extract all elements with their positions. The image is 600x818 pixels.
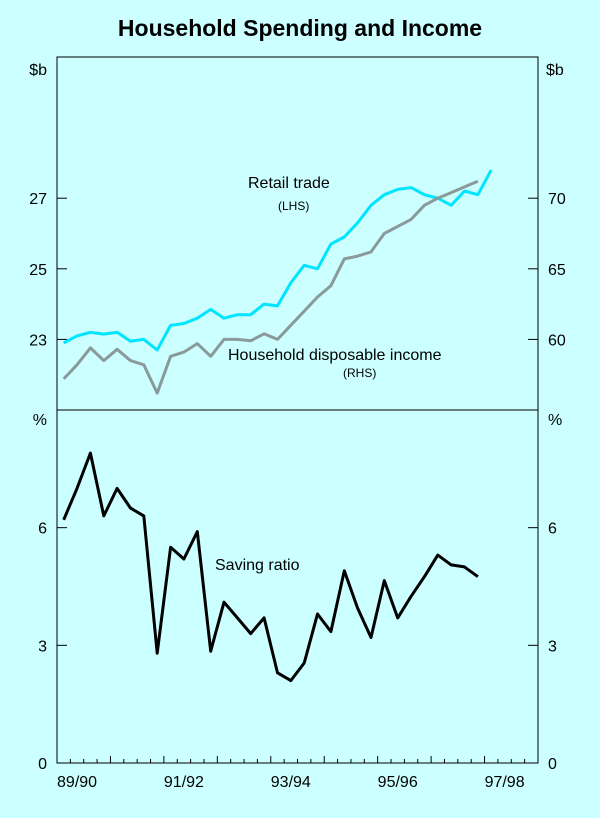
top-right-tick-label: 70 [548,191,566,208]
household-income-label: Household disposable income [228,347,442,364]
household-income-line [62,179,479,395]
top-left-tick-label: 27 [29,191,47,208]
bottom-left-tick-label: 6 [38,521,47,538]
household-income-axis-note: (RHS) [343,366,376,380]
retail-trade-axis-note: (LHS) [278,199,309,213]
top-right-tick-label: 65 [548,262,566,279]
retail-trade-line [63,169,493,352]
top-left-tick-label: 25 [29,262,47,279]
retail-trade-label: Retail trade [248,175,330,192]
x-tick-label: 97/98 [485,774,525,791]
saving-ratio-line [62,451,479,683]
bottom-left-tick-label: 0 [38,756,47,773]
bottom-left-tick-label: 3 [38,638,47,655]
top-right-tick-label: 60 [548,332,566,349]
x-tick-label: 91/92 [164,774,204,791]
bottom-right-unit: % [548,412,562,429]
top-right-unit: $b [546,62,564,79]
bottom-right-tick-label: 3 [548,638,557,655]
x-tick-label: 95/96 [378,774,418,791]
x-tick-label: 93/94 [271,774,311,791]
chart-title: Household Spending and Income [118,15,482,41]
top-left-tick-label: 23 [29,332,47,349]
bottom-left-unit: % [33,412,47,429]
saving-ratio-label: Saving ratio [215,557,300,574]
bottom-right-tick-label: 6 [548,521,557,538]
x-tick-label: 89/90 [57,774,97,791]
bottom-right-tick-label: 0 [548,756,557,773]
top-left-unit: $b [29,62,47,79]
